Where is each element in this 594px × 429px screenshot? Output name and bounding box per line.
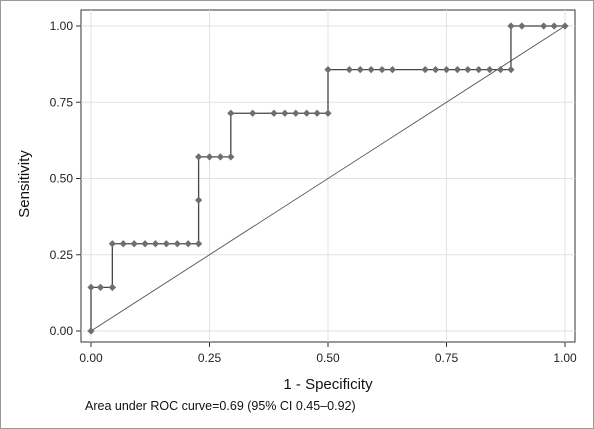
roc-point <box>367 66 375 74</box>
roc-point <box>378 66 386 74</box>
roc-point <box>303 109 311 117</box>
roc-point <box>356 66 364 74</box>
roc-point <box>87 327 95 335</box>
y-tick-label: 0.50 <box>50 172 74 186</box>
roc-point <box>292 109 300 117</box>
roc-point <box>227 109 235 117</box>
roc-point <box>313 109 321 117</box>
roc-point <box>194 153 203 161</box>
roc-point <box>141 240 149 248</box>
roc-point <box>184 240 192 248</box>
y-axis-title: Sensitivity <box>16 150 33 218</box>
roc-curve-group <box>87 22 569 335</box>
roc-point <box>281 109 289 117</box>
roc-point <box>507 66 515 74</box>
roc-point <box>431 66 440 74</box>
roc-point <box>496 66 505 74</box>
roc-point <box>550 22 558 30</box>
reference-diagonal-line <box>90 25 566 332</box>
y-tick-label: 0.75 <box>50 95 74 109</box>
roc-point <box>130 240 138 248</box>
roc-curve-line <box>90 25 565 331</box>
roc-point <box>507 22 515 30</box>
roc-point <box>486 66 494 74</box>
roc-point <box>194 240 203 248</box>
grid <box>81 10 575 342</box>
reference-line-group <box>90 25 566 332</box>
roc-point <box>162 240 170 248</box>
roc-point <box>345 66 353 74</box>
y-axis-ticks: 0.00 0.25 0.50 0.75 1.00 <box>50 19 81 338</box>
roc-point <box>388 66 397 74</box>
roc-point <box>324 109 332 117</box>
roc-point <box>442 66 451 74</box>
roc-point <box>475 66 483 74</box>
x-axis-title: 1 - Specificity <box>283 376 373 393</box>
roc-point <box>216 153 225 161</box>
roc-point <box>87 283 95 291</box>
roc-point <box>108 240 116 248</box>
roc-point <box>540 22 548 30</box>
x-tick-label: 1.00 <box>553 351 577 365</box>
roc-point <box>324 66 332 74</box>
roc-point <box>151 240 160 248</box>
roc-point <box>421 66 429 74</box>
x-tick-label: 0.75 <box>435 351 459 365</box>
roc-point <box>453 66 462 74</box>
roc-point <box>249 109 257 117</box>
x-tick-label: 0.00 <box>79 351 103 365</box>
roc-point <box>194 196 203 204</box>
roc-point <box>227 153 235 161</box>
roc-point <box>270 109 278 117</box>
auc-annotation: Area under ROC curve=0.69 (95% CI 0.45–0… <box>85 399 356 413</box>
roc-point <box>173 240 181 248</box>
roc-point <box>518 22 526 30</box>
y-tick-label: 1.00 <box>50 19 74 33</box>
x-tick-label: 0.25 <box>198 351 222 365</box>
roc-point <box>464 66 472 74</box>
roc-point <box>108 283 116 291</box>
y-tick-label: 0.00 <box>50 324 74 338</box>
roc-point <box>561 22 569 30</box>
roc-point <box>205 153 214 161</box>
roc-point <box>96 283 105 291</box>
roc-point <box>119 240 127 248</box>
x-tick-label: 0.50 <box>316 351 340 365</box>
x-axis-ticks: 0.00 0.25 0.50 0.75 1.00 <box>79 342 577 365</box>
y-tick-label: 0.25 <box>50 248 74 262</box>
